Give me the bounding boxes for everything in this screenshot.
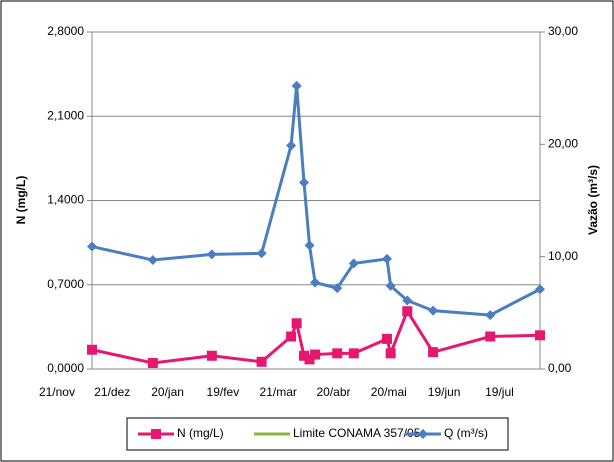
x-tick-label: 20/jan bbox=[151, 385, 184, 399]
legend-marker bbox=[418, 429, 428, 439]
marker bbox=[286, 140, 297, 151]
x-tick-label: 19/jun bbox=[428, 385, 461, 399]
marker bbox=[348, 258, 359, 269]
y2-tick-label: 30,00 bbox=[548, 24, 578, 38]
marker bbox=[291, 318, 302, 329]
y-axis-title: N (mg/L) bbox=[14, 176, 28, 225]
marker bbox=[385, 280, 396, 291]
marker bbox=[535, 284, 545, 295]
marker bbox=[402, 306, 413, 317]
marker bbox=[310, 277, 321, 288]
marker bbox=[428, 305, 439, 316]
marker bbox=[332, 283, 343, 294]
marker bbox=[87, 344, 97, 355]
marker bbox=[147, 357, 158, 368]
y-tick-label: 0,0000 bbox=[47, 361, 84, 375]
y2-axis-title: Vazão (m³/s) bbox=[586, 165, 600, 235]
marker bbox=[256, 248, 267, 259]
y-tick-label: 0,7000 bbox=[47, 277, 84, 291]
legend-label: N (mg/L) bbox=[177, 426, 224, 440]
marker bbox=[304, 240, 315, 251]
marker bbox=[206, 249, 217, 260]
marker bbox=[381, 333, 392, 344]
marker bbox=[485, 310, 496, 321]
marker bbox=[485, 331, 496, 342]
x-tick-label: 19/jul bbox=[485, 385, 514, 399]
x-tick-label: 21/mar bbox=[260, 385, 297, 399]
marker bbox=[206, 350, 217, 361]
marker bbox=[381, 253, 392, 264]
y2-tick-label: 20,00 bbox=[548, 137, 578, 151]
x-tick-label: 20/abr bbox=[316, 385, 350, 399]
marker bbox=[299, 177, 310, 188]
legend-label: Limite CONAMA 357/05 bbox=[293, 426, 421, 440]
legend-label: Q (m³/s) bbox=[444, 426, 488, 440]
legend-box bbox=[126, 417, 509, 451]
marker bbox=[291, 80, 302, 91]
marker bbox=[310, 349, 321, 360]
x-tick-label: 21/dez bbox=[94, 385, 130, 399]
x-tick-label: 19/fev bbox=[207, 385, 240, 399]
y-tick-label: 2,1000 bbox=[47, 108, 84, 122]
y-tick-label: 1,4000 bbox=[47, 193, 84, 207]
marker bbox=[428, 347, 439, 358]
marker bbox=[402, 295, 413, 306]
marker bbox=[286, 331, 297, 342]
marker bbox=[332, 348, 343, 359]
marker bbox=[385, 348, 396, 359]
marker bbox=[147, 255, 158, 266]
y2-tick-label: 10,00 bbox=[548, 249, 578, 263]
x-tick-label: 20/mai bbox=[371, 385, 407, 399]
y-tick-label: 2,8000 bbox=[47, 24, 84, 38]
y2-tick-label: 0,00 bbox=[548, 361, 572, 375]
marker bbox=[299, 350, 310, 361]
x-tick-label: 21/nov bbox=[39, 385, 75, 399]
marker bbox=[87, 241, 97, 252]
marker bbox=[256, 356, 267, 367]
marker bbox=[535, 330, 545, 341]
marker bbox=[304, 354, 315, 365]
marker bbox=[348, 348, 359, 359]
legend-marker bbox=[151, 429, 161, 439]
